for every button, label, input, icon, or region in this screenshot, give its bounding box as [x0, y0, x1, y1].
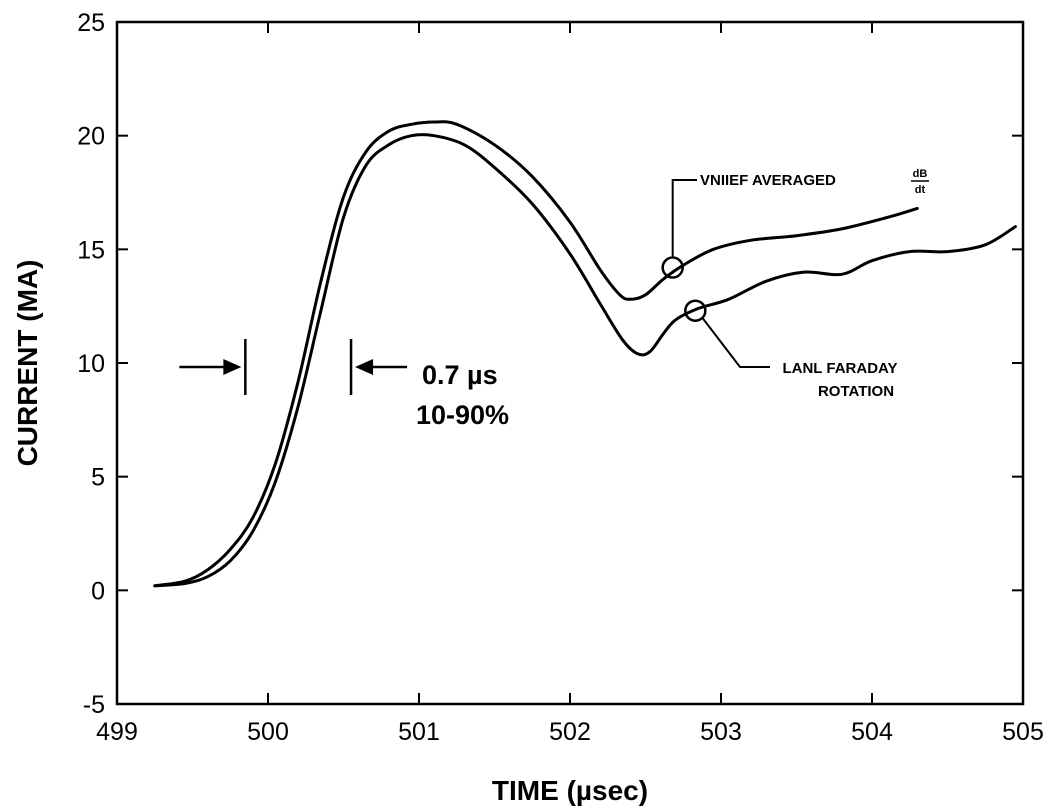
annotations: [179, 179, 770, 395]
vniief-fraction-denominator: dt: [915, 184, 926, 196]
rise-start-arrow-head: [223, 359, 242, 375]
vniief-label: VNIIEF AVERAGED: [700, 172, 836, 189]
y-tick-label-2: 5: [91, 464, 105, 492]
lanl-label-line1: LANL FARADAY: [782, 360, 897, 377]
y-tick-label-6: 25: [77, 9, 105, 37]
vniief-leader-line: [671, 179, 697, 258]
x-tick-label-4: 503: [700, 718, 742, 746]
x-tick-label-6: 505: [1002, 718, 1044, 746]
lanl-leader-line: [701, 317, 770, 368]
x-tick-label-5: 504: [851, 718, 893, 746]
axis-ticks: [116, 21, 1024, 705]
y-tick-labels: -5 0 5 10 15 20 25: [77, 9, 105, 719]
rise-range-label: 10-90%: [416, 400, 509, 430]
rise-time-label: 0.7 µs: [422, 360, 498, 390]
vniief-fraction-numerator: dB: [913, 168, 928, 180]
x-tick-label-3: 502: [549, 718, 591, 746]
x-axis-label: TIME (µsec): [492, 775, 648, 806]
lanl-series-line: [153, 133, 1017, 588]
y-axis-label: CURRENT (MA): [12, 260, 43, 467]
y-tick-label-0: -5: [83, 691, 105, 719]
x-tick-label-1: 500: [247, 718, 289, 746]
vniief-series-line: [153, 120, 919, 588]
y-tick-label-1: 0: [91, 577, 105, 605]
lanl-marker-circle: [684, 299, 707, 322]
x-tick-label-0: 499: [96, 718, 138, 746]
rise-end-arrow-head: [355, 359, 374, 375]
series-lines: [153, 120, 1017, 588]
lanl-label-line2: ROTATION: [818, 383, 894, 400]
y-tick-label-4: 15: [77, 236, 105, 264]
y-tick-label-3: 10: [77, 350, 105, 378]
x-tick-label-2: 501: [398, 718, 440, 746]
x-tick-labels: 499 500 501 502 503 504 505: [96, 718, 1044, 746]
y-tick-label-5: 20: [77, 123, 105, 151]
